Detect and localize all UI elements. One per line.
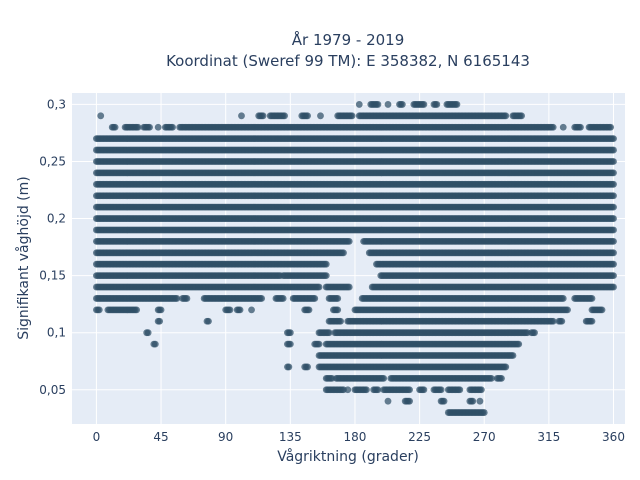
data-point: [146, 123, 153, 131]
data-point: [610, 249, 617, 257]
data-point: [322, 272, 330, 280]
data-point: [111, 123, 119, 131]
data-point: [345, 237, 353, 245]
data-point: [549, 123, 557, 131]
data-point: [97, 112, 105, 120]
data-point: [502, 112, 510, 120]
data-point: [384, 101, 392, 108]
data-point: [518, 112, 525, 120]
data-point: [374, 101, 382, 108]
data-point: [420, 101, 428, 108]
data-point: [355, 101, 363, 108]
data-point: [281, 112, 288, 120]
data-point: [317, 112, 324, 120]
data-point: [348, 112, 356, 120]
data-point: [398, 101, 406, 108]
data-point: [259, 112, 267, 120]
data-point: [610, 180, 617, 188]
data-point: [610, 169, 617, 177]
data-point: [610, 260, 617, 268]
data-point: [304, 112, 311, 120]
data-point: [559, 123, 567, 131]
data-point: [610, 226, 617, 234]
data-point: [610, 192, 617, 200]
data-point: [610, 215, 617, 222]
data-point: [340, 249, 347, 257]
data-point: [607, 123, 615, 131]
data-points: [93, 101, 617, 416]
data-point: [610, 158, 617, 165]
plot-background: [72, 93, 625, 424]
data-point: [610, 146, 617, 154]
data-point: [154, 123, 162, 131]
data-point: [322, 260, 330, 268]
data-point: [453, 101, 461, 108]
data-point: [610, 237, 617, 245]
data-point: [577, 123, 584, 131]
data-point: [134, 123, 142, 131]
data-point: [610, 135, 617, 143]
data-point: [610, 203, 617, 211]
data-point: [433, 101, 441, 108]
data-point: [169, 123, 176, 131]
data-point: [238, 112, 245, 120]
